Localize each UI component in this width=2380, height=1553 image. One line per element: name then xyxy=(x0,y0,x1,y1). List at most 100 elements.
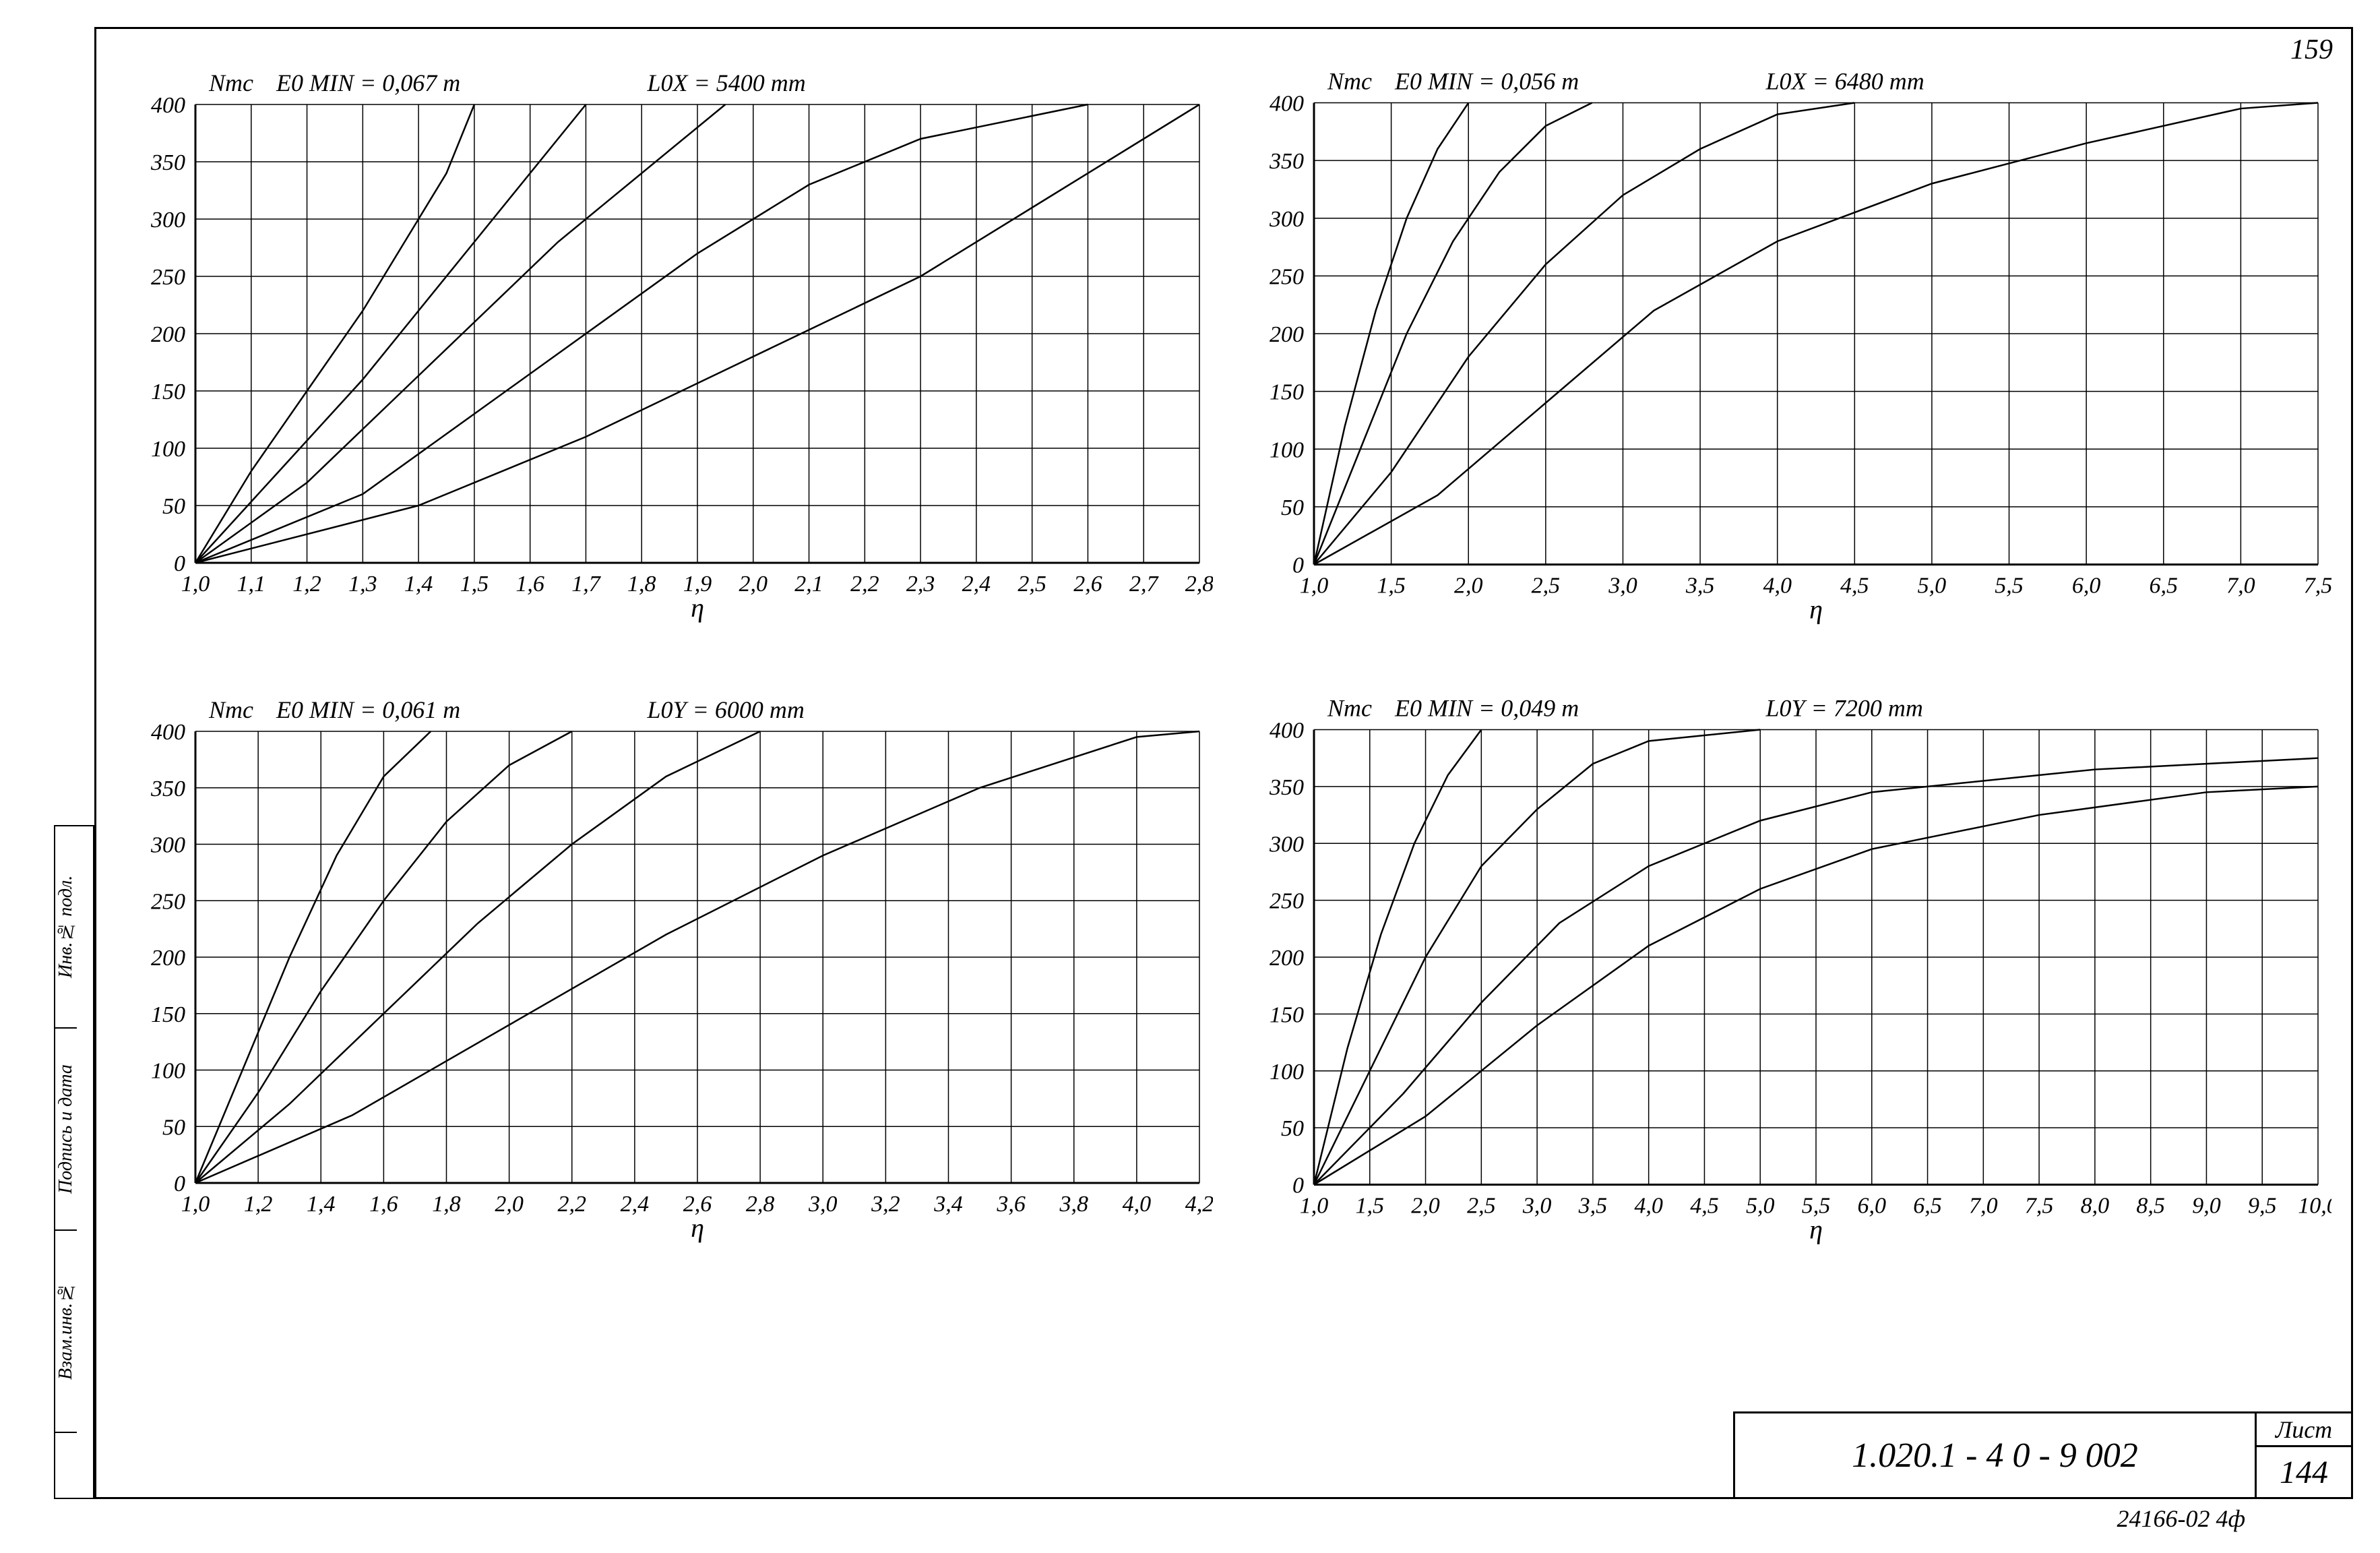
svg-text:350: 350 xyxy=(150,150,185,175)
svg-text:9,5: 9,5 xyxy=(2248,1194,2277,1219)
svg-text:E0 MIN = 0,067 m: E0 MIN = 0,067 m xyxy=(276,69,460,96)
svg-text:E0 MIN = 0,049 m: E0 MIN = 0,049 m xyxy=(1394,695,1579,722)
side-cell-0: Инв.№ подл. xyxy=(55,826,77,1029)
svg-text:3,4: 3,4 xyxy=(933,1192,963,1217)
title-block: 1.020.1 - 4 0 - 9 002 Лист 144 xyxy=(1733,1411,2353,1499)
svg-text:250: 250 xyxy=(151,889,185,914)
chart-top-left: 0501001502002503003504001,01,11,21,31,41… xyxy=(121,54,1213,640)
svg-text:2,4: 2,4 xyxy=(621,1192,650,1217)
svg-text:Nтс: Nтс xyxy=(1327,695,1372,722)
chart-top-right: 0501001502002503003504001,01,52,02,53,03… xyxy=(1240,54,2331,640)
svg-text:200: 200 xyxy=(151,946,185,971)
svg-text:2,3: 2,3 xyxy=(906,572,935,597)
svg-text:1,0: 1,0 xyxy=(1300,1194,1329,1219)
svg-text:η: η xyxy=(691,592,704,623)
svg-text:2,0: 2,0 xyxy=(1454,574,1483,599)
svg-text:1,4: 1,4 xyxy=(404,572,433,597)
svg-text:2,0: 2,0 xyxy=(495,1192,524,1217)
svg-text:8,0: 8,0 xyxy=(2081,1194,2110,1219)
svg-text:6,5: 6,5 xyxy=(2150,574,2179,599)
svg-text:1,5: 1,5 xyxy=(1377,574,1406,599)
svg-text:100: 100 xyxy=(1270,437,1304,462)
svg-text:7,5: 7,5 xyxy=(2025,1194,2054,1219)
side-cell-2: Взам.инв.№ xyxy=(55,1231,77,1433)
svg-text:400: 400 xyxy=(151,720,185,745)
svg-text:3,6: 3,6 xyxy=(996,1192,1026,1217)
svg-text:1,2: 1,2 xyxy=(244,1192,273,1217)
chart-bottom-right: 0501001502002503003504001,01,52,02,53,03… xyxy=(1240,681,2331,1260)
svg-text:50: 50 xyxy=(162,1115,185,1140)
svg-text:300: 300 xyxy=(1269,832,1304,857)
svg-text:250: 250 xyxy=(151,265,185,290)
svg-text:350: 350 xyxy=(1269,149,1304,174)
svg-text:4,2: 4,2 xyxy=(1185,1192,1213,1217)
svg-text:4,0: 4,0 xyxy=(1123,1192,1152,1217)
svg-text:2,2: 2,2 xyxy=(558,1192,587,1217)
svg-text:1,5: 1,5 xyxy=(460,572,489,597)
svg-text:4,5: 4,5 xyxy=(1690,1194,1719,1219)
svg-text:2,8: 2,8 xyxy=(1185,572,1213,597)
svg-text:50: 50 xyxy=(1281,1116,1304,1141)
svg-text:7,0: 7,0 xyxy=(1969,1194,1998,1219)
svg-text:2,5: 2,5 xyxy=(1532,574,1561,599)
svg-text:7,5: 7,5 xyxy=(2304,574,2331,599)
side-stamp: Инв.№ подл. Подпись и дата Взам.инв.№ xyxy=(54,825,94,1499)
svg-text:L0Y = 6000 mm: L0Y = 6000 mm xyxy=(647,696,805,723)
svg-text:1,4: 1,4 xyxy=(307,1192,336,1217)
svg-text:5,0: 5,0 xyxy=(1746,1194,1775,1219)
svg-text:3,8: 3,8 xyxy=(1059,1192,1089,1217)
svg-text:η: η xyxy=(1809,595,1823,625)
sheet-number: 144 xyxy=(2257,1447,2351,1497)
svg-text:10,0: 10,0 xyxy=(2298,1194,2331,1219)
svg-text:50: 50 xyxy=(1281,495,1304,520)
svg-text:2,0: 2,0 xyxy=(739,572,768,597)
svg-text:100: 100 xyxy=(151,437,185,462)
svg-text:4,5: 4,5 xyxy=(1840,574,1869,599)
svg-text:250: 250 xyxy=(1270,889,1304,914)
svg-text:5,0: 5,0 xyxy=(1918,574,1947,599)
svg-text:100: 100 xyxy=(151,1059,185,1084)
svg-text:3,2: 3,2 xyxy=(871,1192,900,1217)
sheet-label: Лист xyxy=(2257,1413,2351,1447)
svg-text:2,0: 2,0 xyxy=(1411,1194,1440,1219)
svg-text:300: 300 xyxy=(150,208,185,233)
svg-text:1,5: 1,5 xyxy=(1356,1194,1385,1219)
svg-text:2,2: 2,2 xyxy=(850,572,879,597)
svg-text:2,1: 2,1 xyxy=(794,572,823,597)
charts-grid: 0501001502002503003504001,01,11,21,31,41… xyxy=(121,54,2331,1254)
svg-text:350: 350 xyxy=(1269,775,1304,800)
svg-text:1,0: 1,0 xyxy=(181,1192,210,1217)
svg-text:150: 150 xyxy=(1270,1002,1304,1027)
svg-text:150: 150 xyxy=(151,379,185,404)
svg-text:6,5: 6,5 xyxy=(1913,1194,1942,1219)
svg-text:η: η xyxy=(1809,1215,1823,1245)
svg-text:1,2: 1,2 xyxy=(292,572,321,597)
svg-text:2,5: 2,5 xyxy=(1017,572,1046,597)
svg-text:2,5: 2,5 xyxy=(1467,1194,1496,1219)
svg-text:7,0: 7,0 xyxy=(2226,574,2255,599)
svg-text:1,8: 1,8 xyxy=(432,1192,461,1217)
svg-text:300: 300 xyxy=(150,833,185,858)
svg-text:L0X = 6480 mm: L0X = 6480 mm xyxy=(1765,68,1924,95)
svg-text:3,5: 3,5 xyxy=(1578,1194,1608,1219)
svg-text:3,5: 3,5 xyxy=(1685,574,1715,599)
svg-text:250: 250 xyxy=(1270,264,1304,289)
svg-text:Nтс: Nтс xyxy=(208,69,253,96)
svg-text:400: 400 xyxy=(1270,719,1304,743)
svg-text:1,7: 1,7 xyxy=(571,572,602,597)
svg-text:3,0: 3,0 xyxy=(1608,574,1637,599)
svg-text:2,6: 2,6 xyxy=(1073,572,1102,597)
svg-text:200: 200 xyxy=(1270,946,1304,971)
svg-text:8,5: 8,5 xyxy=(2136,1194,2165,1219)
footer-text: 24166-02 4ф xyxy=(2117,1504,2245,1533)
svg-text:1,6: 1,6 xyxy=(369,1192,398,1217)
svg-text:1,1: 1,1 xyxy=(237,572,266,597)
svg-text:2,4: 2,4 xyxy=(962,572,991,597)
svg-text:1,3: 1,3 xyxy=(348,572,377,597)
side-cell-1: Подпись и дата xyxy=(55,1029,77,1231)
svg-text:2,8: 2,8 xyxy=(746,1192,775,1217)
svg-text:3,0: 3,0 xyxy=(808,1192,838,1217)
svg-text:Nтс: Nтс xyxy=(1327,68,1372,95)
svg-text:6,0: 6,0 xyxy=(2072,574,2101,599)
svg-text:Nтс: Nтс xyxy=(208,696,253,723)
